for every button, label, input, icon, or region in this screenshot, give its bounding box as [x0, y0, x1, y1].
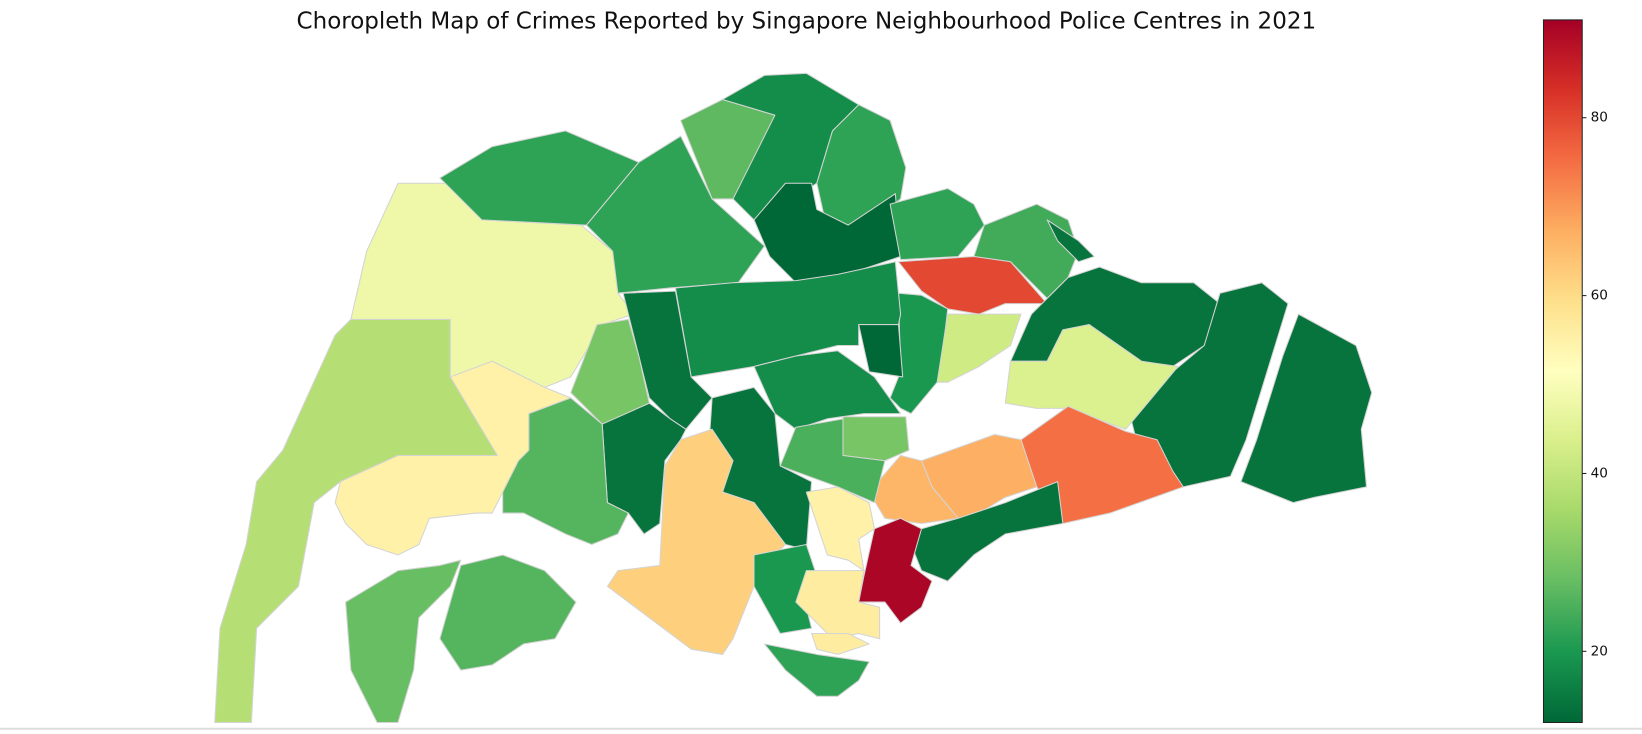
region [622, 290, 713, 430]
region [753, 350, 902, 430]
region [345, 559, 462, 724]
region [585, 135, 765, 294]
region [897, 256, 1048, 315]
colorbar-tick-label: 80 [1591, 110, 1608, 126]
region [763, 643, 870, 697]
region [1004, 324, 1179, 430]
colorbar: 20 40 60 80 [1542, 19, 1608, 724]
map [214, 72, 1373, 724]
region [779, 418, 886, 504]
region [502, 397, 629, 546]
region [805, 486, 875, 572]
region [910, 481, 1064, 582]
region [1240, 313, 1373, 504]
colorbar-scale [1542, 19, 1583, 724]
region [858, 324, 904, 378]
region [753, 543, 818, 635]
region [811, 632, 870, 655]
colorbar-tick-label: 40 [1591, 465, 1608, 481]
region [889, 292, 949, 415]
region [1046, 219, 1095, 263]
region [439, 554, 577, 671]
region [868, 454, 959, 525]
chart-title: Choropleth Map of Crimes Reported by Sin… [297, 8, 1317, 34]
region [606, 428, 786, 655]
colorbar-tick-label: 60 [1591, 288, 1608, 304]
region [889, 187, 985, 261]
region [795, 570, 881, 640]
region [842, 416, 910, 462]
region [936, 313, 1022, 383]
colorbar-tick-label: 20 [1591, 643, 1608, 659]
